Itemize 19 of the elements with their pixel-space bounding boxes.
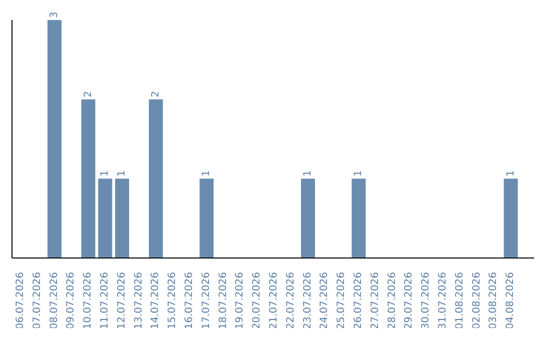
data-label: 2 — [150, 90, 162, 98]
data-label: 1 — [116, 170, 128, 177]
x-tick-label: 16.07.2026 — [184, 272, 195, 330]
x-tick-label: 10.07.2026 — [82, 272, 94, 330]
x-tick-label: 14.07.2026 — [150, 272, 162, 330]
data-label: 3 — [48, 12, 60, 18]
x-tick-label: 18.07.2026 — [218, 272, 229, 330]
data-label: 1 — [302, 170, 314, 177]
data-label: 1 — [201, 170, 212, 177]
data-label: 2 — [82, 90, 94, 98]
x-tick-label: 13.07.2026 — [133, 272, 144, 330]
x-tick-label: 12.07.2026 — [116, 272, 128, 330]
data-label: 1 — [353, 170, 364, 177]
data-label: 1 — [505, 170, 516, 177]
data-label: 1 — [100, 170, 111, 177]
x-tick-label: 19.07.2026 — [234, 272, 246, 330]
x-tick-label: 15.07.2026 — [167, 272, 178, 330]
x-tick-label: 17.07.2026 — [200, 272, 212, 330]
x-tick-label: 11.07.2026 — [99, 272, 110, 330]
